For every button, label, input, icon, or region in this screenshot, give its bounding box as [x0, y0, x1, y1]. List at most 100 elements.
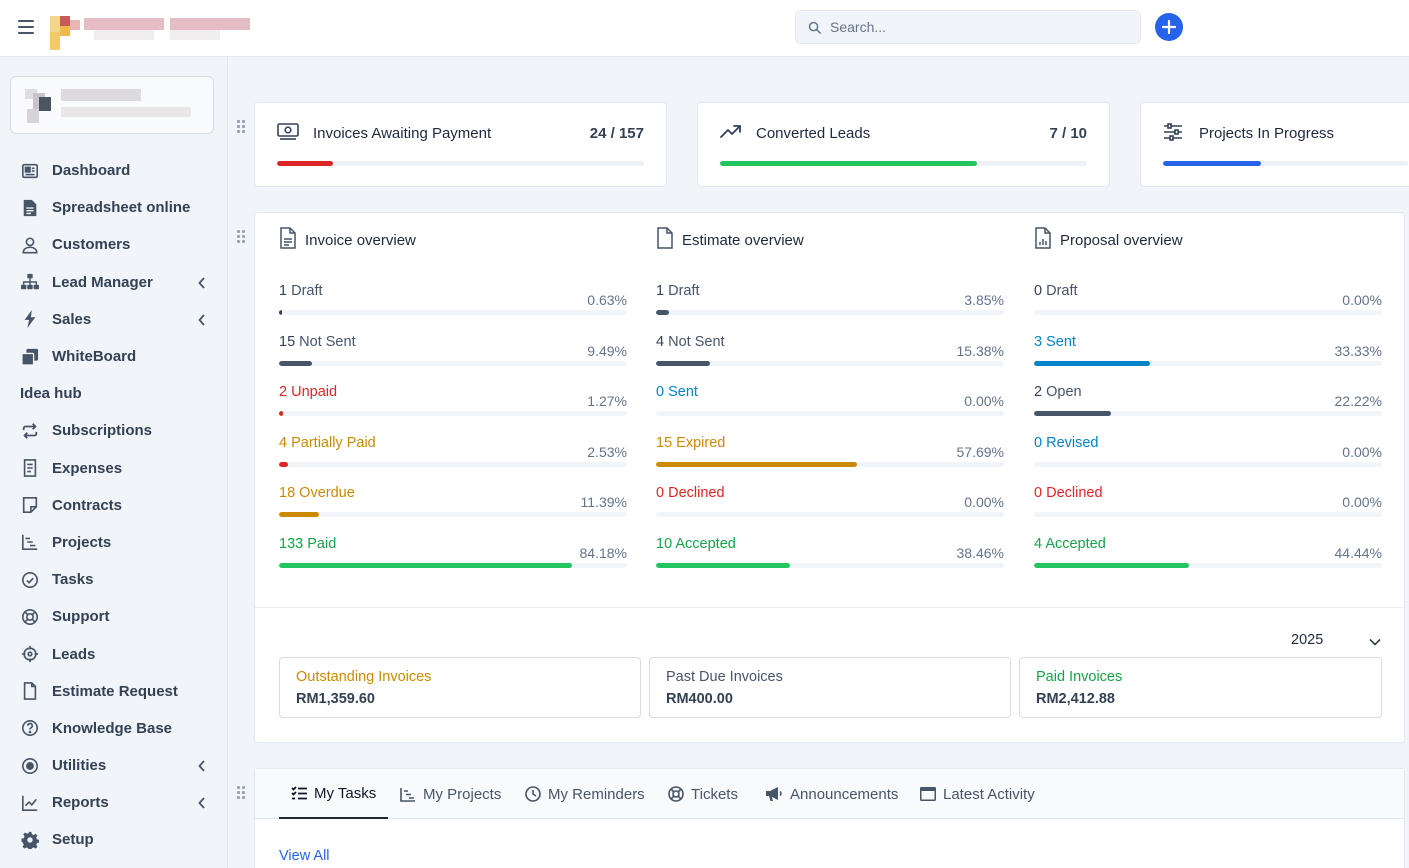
sidebar-item-label: Lead Manager — [52, 273, 153, 291]
sidebar-item-knowledge-base[interactable]: Knowledge Base — [0, 710, 228, 747]
tab-my-projects[interactable]: My Projects — [400, 769, 501, 819]
summary-value: RM400.00 — [666, 691, 733, 707]
status-row[interactable]: 3 Sent 33.33% — [1034, 334, 1382, 374]
status-progress-fill — [656, 563, 790, 568]
sidebar-item-dashboard[interactable]: Dashboard — [0, 152, 228, 189]
life-ring-icon — [668, 786, 684, 802]
status-label: 4 Accepted — [1034, 536, 1106, 552]
stat-progress-fill — [720, 161, 977, 166]
stat-card-invoices-awaiting[interactable]: Invoices Awaiting Payment 24 / 157 — [254, 102, 667, 187]
status-progress-fill — [279, 310, 282, 315]
status-row[interactable]: 0 Revised 0.00% — [1034, 435, 1382, 475]
menu-toggle-icon[interactable] — [18, 20, 34, 34]
sidebar-item-whiteboard[interactable]: WhiteBoard — [0, 338, 228, 375]
status-name: Unpaid — [291, 384, 338, 401]
status-row[interactable]: 18 Overdue 11.39% — [279, 485, 627, 525]
main-content: Invoices Awaiting Payment 24 / 157 Conve… — [228, 57, 1409, 868]
status-row[interactable]: 1 Draft 0.63% — [279, 283, 627, 323]
plus-icon — [1162, 20, 1176, 34]
column-title: Proposal overview — [1060, 231, 1183, 249]
sidebar-item-idea-hub[interactable]: Idea hub — [0, 375, 228, 412]
sidebar-item-setup[interactable]: Setup — [0, 821, 228, 858]
status-row[interactable]: 0 Sent 0.00% — [656, 384, 1004, 424]
status-row[interactable]: 0 Declined 0.00% — [656, 485, 1004, 525]
status-percent: 84.18% — [579, 545, 627, 561]
sidebar-item-label: Dashboard — [52, 162, 131, 180]
status-count: 4 — [1034, 536, 1043, 552]
chart-gantt-icon — [20, 532, 40, 552]
bullhorn-icon — [765, 786, 783, 802]
sidebar-item-leads[interactable]: Leads — [0, 635, 228, 672]
question-circle-icon — [20, 718, 40, 738]
sidebar-item-spreadsheet-online[interactable]: Spreadsheet online — [0, 189, 228, 226]
year-select[interactable]: 2025 — [1291, 629, 1381, 651]
search-icon — [807, 20, 822, 40]
summary-paid-invoices[interactable]: Paid Invoices RM2,412.88 — [1019, 657, 1382, 718]
tab-tickets[interactable]: Tickets — [668, 769, 738, 819]
status-row[interactable]: 4 Accepted 44.44% — [1034, 536, 1382, 576]
status-name: Accepted — [675, 536, 736, 552]
search-bar[interactable] — [795, 10, 1141, 44]
user-profile-card[interactable] — [10, 76, 214, 134]
sidebar-item-label: Reports — [52, 794, 109, 812]
sidebar-item-label: Knowledge Base — [52, 719, 173, 737]
summary-past-due-invoices[interactable]: Past Due Invoices RM400.00 — [649, 657, 1011, 718]
status-percent: 38.46% — [956, 545, 1004, 561]
status-percent: 0.00% — [964, 393, 1004, 410]
tab-latest-activity[interactable]: Latest Activity — [920, 769, 1035, 819]
status-row[interactable]: 4 Not Sent 15.38% — [656, 334, 1004, 374]
clone-icon — [20, 347, 40, 367]
stat-count: 7 / 10 — [1049, 125, 1087, 142]
file-icon — [20, 681, 40, 701]
drag-handle-icon[interactable] — [237, 230, 247, 244]
stat-card-converted-leads[interactable]: Converted Leads 7 / 10 — [697, 102, 1110, 187]
status-row[interactable]: 133 Paid 84.18% — [279, 536, 627, 576]
summary-outstanding-invoices[interactable]: Outstanding Invoices RM1,359.60 — [279, 657, 641, 718]
stat-card-projects-in-progress[interactable]: Projects In Progress — [1140, 102, 1409, 187]
sidebar-item-customers[interactable]: Customers — [0, 226, 228, 263]
tab-my-reminders[interactable]: My Reminders — [525, 769, 645, 819]
sidebar-item-label: WhiteBoard — [52, 348, 137, 366]
view-all-link[interactable]: View All — [279, 848, 330, 864]
status-name: Sent — [668, 384, 698, 401]
status-name: Overdue — [299, 485, 355, 502]
dashboard-icon — [20, 161, 40, 181]
status-row[interactable]: 2 Open 22.22% — [1034, 384, 1382, 424]
status-count: 2 — [279, 384, 288, 401]
company-logo[interactable] — [50, 16, 250, 50]
quick-create-button[interactable] — [1155, 13, 1183, 41]
summary-label: Past Due Invoices — [666, 669, 783, 685]
tab-announcements[interactable]: Announcements — [765, 769, 898, 819]
status-percent: 0.00% — [1342, 494, 1382, 511]
status-row[interactable]: 1 Draft 3.85% — [656, 283, 1004, 323]
avatar — [25, 89, 51, 123]
drag-handle-icon[interactable] — [237, 120, 247, 134]
status-row[interactable]: 15 Expired 57.69% — [656, 435, 1004, 475]
status-row[interactable]: 0 Declined 0.00% — [1034, 485, 1382, 525]
status-row[interactable]: 4 Partially Paid 2.53% — [279, 435, 627, 475]
sidebar-item-lead-manager[interactable]: Lead Manager — [0, 264, 228, 301]
sidebar-item-projects[interactable]: Projects — [0, 524, 228, 561]
sidebar-item-estimate-request[interactable]: Estimate Request — [0, 673, 228, 710]
tab-label: Latest Activity — [943, 785, 1035, 803]
sidebar-item-expenses[interactable]: Expenses — [0, 450, 228, 487]
status-label: 4 Partially Paid — [279, 435, 376, 451]
chevron-down-icon — [1369, 634, 1381, 650]
drag-handle-icon[interactable] — [237, 786, 247, 800]
chevron-left-icon — [198, 313, 206, 331]
status-name: Accepted — [1045, 536, 1106, 552]
status-row[interactable]: 10 Accepted 38.46% — [656, 536, 1004, 576]
sidebar-item-utilities[interactable]: Utilities — [0, 747, 228, 784]
sidebar-item-label: Subscriptions — [52, 422, 153, 440]
status-row[interactable]: 0 Draft 0.00% — [1034, 283, 1382, 323]
sidebar-item-sales[interactable]: Sales — [0, 301, 228, 338]
sidebar-item-support[interactable]: Support — [0, 598, 228, 635]
status-row[interactable]: 15 Not Sent 9.49% — [279, 334, 627, 374]
sidebar-item-subscriptions[interactable]: Subscriptions — [0, 412, 228, 449]
sidebar-item-contracts[interactable]: Contracts — [0, 487, 228, 524]
sidebar-item-tasks[interactable]: Tasks — [0, 561, 228, 598]
search-input[interactable] — [830, 11, 1130, 43]
status-row[interactable]: 2 Unpaid 1.27% — [279, 384, 627, 424]
sidebar-item-reports[interactable]: Reports — [0, 784, 228, 821]
tab-my-tasks[interactable]: My Tasks — [279, 769, 389, 819]
